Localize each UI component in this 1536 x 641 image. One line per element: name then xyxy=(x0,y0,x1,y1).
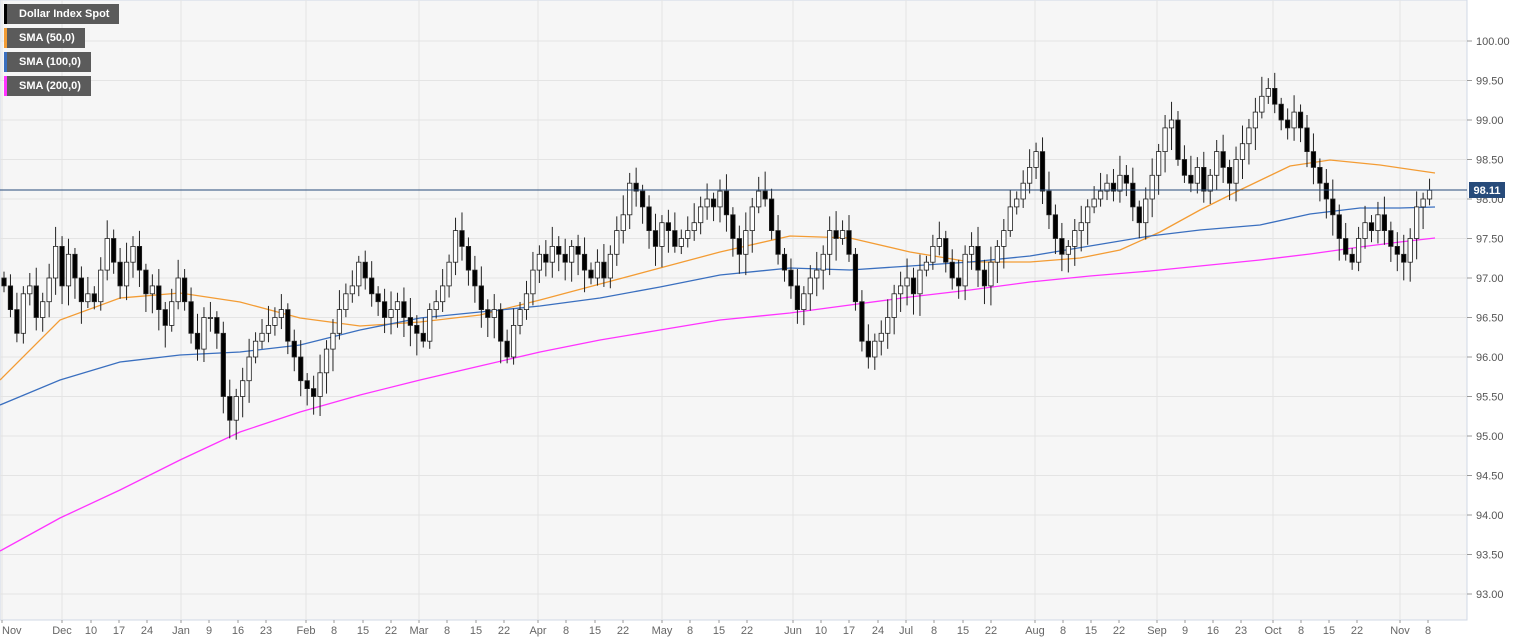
svg-text:22: 22 xyxy=(385,625,397,637)
svg-text:Aug: Aug xyxy=(1025,625,1045,637)
svg-text:8: 8 xyxy=(1060,625,1066,637)
legend-sma-100: SMA (100,0) xyxy=(4,52,91,72)
svg-text:95.50: 95.50 xyxy=(1476,392,1504,404)
svg-text:93.00: 93.00 xyxy=(1476,589,1504,601)
svg-text:Jul: Jul xyxy=(899,625,913,637)
svg-text:99.00: 99.00 xyxy=(1476,115,1504,127)
svg-text:96.50: 96.50 xyxy=(1476,313,1504,325)
svg-text:15: 15 xyxy=(357,625,369,637)
svg-text:16: 16 xyxy=(1207,625,1219,637)
svg-text:23: 23 xyxy=(1235,625,1247,637)
chart-legend: Dollar Index Spot SMA (50,0) SMA (100,0)… xyxy=(4,4,120,100)
svg-text:22: 22 xyxy=(741,625,753,637)
svg-text:Oct: Oct xyxy=(1264,625,1281,637)
svg-text:Feb: Feb xyxy=(297,625,316,637)
legend-sma-200: SMA (200,0) xyxy=(4,76,91,96)
svg-text:10: 10 xyxy=(815,625,827,637)
svg-text:24: 24 xyxy=(141,625,153,637)
sma-lines xyxy=(0,159,1436,552)
svg-text:23: 23 xyxy=(260,625,272,637)
current-price-badge: 98.11 xyxy=(1469,182,1505,198)
svg-text:Jun: Jun xyxy=(784,625,802,637)
svg-text:96.00: 96.00 xyxy=(1476,352,1504,364)
grid-lines xyxy=(0,0,1467,620)
y-axis: 100.0099.5099.0098.5098.0097.5097.0096.5… xyxy=(1467,36,1510,601)
svg-text:16: 16 xyxy=(232,625,244,637)
svg-text:8: 8 xyxy=(931,625,937,637)
svg-text:24: 24 xyxy=(872,625,884,637)
svg-text:98.50: 98.50 xyxy=(1476,155,1504,167)
svg-text:22: 22 xyxy=(1113,625,1125,637)
svg-text:22: 22 xyxy=(617,625,629,637)
svg-text:94.00: 94.00 xyxy=(1476,510,1504,522)
svg-text:97.50: 97.50 xyxy=(1476,234,1504,246)
svg-text:99.50: 99.50 xyxy=(1476,76,1504,88)
svg-text:Mar: Mar xyxy=(410,625,429,637)
svg-text:15: 15 xyxy=(470,625,482,637)
svg-text:Sep: Sep xyxy=(1147,625,1167,637)
plot-background xyxy=(0,0,1468,621)
svg-text:17: 17 xyxy=(843,625,855,637)
svg-text:15: 15 xyxy=(713,625,725,637)
svg-text:8: 8 xyxy=(563,625,569,637)
svg-text:15: 15 xyxy=(1323,625,1335,637)
svg-text:15: 15 xyxy=(589,625,601,637)
svg-text:15: 15 xyxy=(1085,625,1097,637)
svg-text:8: 8 xyxy=(1298,625,1304,637)
svg-text:Nov: Nov xyxy=(2,625,22,637)
svg-text:15: 15 xyxy=(957,625,969,637)
legend-sma-50: SMA (50,0) xyxy=(4,28,85,48)
svg-text:22: 22 xyxy=(498,625,510,637)
svg-text:17: 17 xyxy=(113,625,125,637)
svg-text:8: 8 xyxy=(1425,625,1431,637)
svg-text:Nov: Nov xyxy=(1390,625,1410,637)
svg-text:93.50: 93.50 xyxy=(1476,550,1504,562)
legend-dollar-index: Dollar Index Spot xyxy=(4,4,120,24)
svg-text:Dec: Dec xyxy=(52,625,72,637)
svg-text:Apr: Apr xyxy=(529,625,546,637)
svg-text:22: 22 xyxy=(985,625,997,637)
svg-text:Jan: Jan xyxy=(172,625,190,637)
svg-text:97.00: 97.00 xyxy=(1476,273,1504,285)
candlesticks xyxy=(1,72,1433,440)
svg-text:22: 22 xyxy=(1351,625,1363,637)
svg-text:9: 9 xyxy=(206,625,212,637)
svg-text:94.50: 94.50 xyxy=(1476,471,1504,483)
svg-text:100.00: 100.00 xyxy=(1476,36,1510,48)
svg-text:10: 10 xyxy=(85,625,97,637)
svg-text:9: 9 xyxy=(1182,625,1188,637)
svg-text:95.00: 95.00 xyxy=(1476,431,1504,443)
svg-text:8: 8 xyxy=(444,625,450,637)
svg-text:May: May xyxy=(652,625,673,637)
svg-text:98.11: 98.11 xyxy=(1474,185,1501,197)
svg-text:8: 8 xyxy=(331,625,337,637)
svg-text:8: 8 xyxy=(687,625,693,637)
x-axis: Nov Dec 10 17 24 Jan 9 16 23 Feb 8 15 22 Mar 8 15 22 Apr 8… xyxy=(1,620,1431,637)
